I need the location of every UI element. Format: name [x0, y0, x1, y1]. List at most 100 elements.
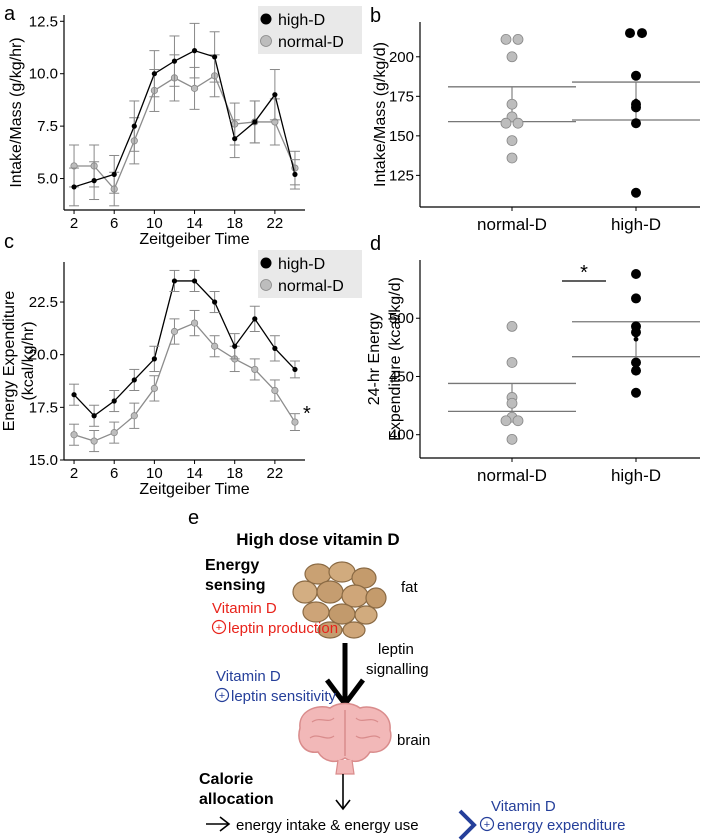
chart-c-point-high-d: [232, 343, 238, 349]
chart-d-category-label-normal-d: normal-D: [477, 466, 547, 485]
down-arrow-icon-small: [335, 774, 351, 811]
chart-c-legend-bg: [258, 250, 362, 298]
chart-a-point-normal-d: [190, 84, 199, 92]
fat-cells-icon: [292, 561, 387, 639]
panel-label-b: b: [370, 5, 381, 27]
vitamin-d-blue-label-2: Vitamin D: [491, 798, 556, 815]
chart-c-point-high-d: [91, 413, 97, 419]
chart-a-series-line-high-d: [73, 49, 296, 188]
chart-b-point-high-d: [625, 28, 635, 39]
chart-c-point-high-d: [252, 316, 258, 322]
chart-c-legend-label-high-d: high-D: [278, 256, 325, 273]
chart-b-point-normal-d: [506, 51, 518, 63]
right-arrow-icon: [206, 816, 231, 832]
chart-c-y-tick-label: 15.0: [29, 452, 58, 469]
chart-c-y-axis-title-line1: Energy Expenditure: [1, 291, 18, 432]
chart-c-y-tick-label: 17.5: [29, 399, 58, 416]
chart-b-y-tick-label: 150: [389, 128, 414, 145]
chart-b-point-high-d: [631, 102, 641, 113]
chart-c-series-line-normal-d: [73, 322, 296, 442]
chart-b-category-label-normal-d: normal-D: [477, 215, 547, 234]
schematic-vitamin-d: High dose vitamin D Energy sensing fat V…: [199, 530, 625, 840]
schematic-title: High dose vitamin D: [236, 530, 399, 549]
chart-c-point-normal-d: [90, 437, 98, 445]
chart-c-x-tick-label: 6: [110, 465, 118, 482]
chart-c-y-tick-label: 20.0: [29, 347, 58, 364]
chart-c-point-high-d: [191, 278, 198, 284]
chart-c-point-high-d: [272, 345, 278, 351]
chart-c-x-tick-label: 22: [267, 465, 284, 482]
chart-a-y-tick-label: 12.5: [29, 13, 58, 30]
leptin-signalling-line2: signalling: [366, 661, 429, 678]
chart-d-y-tick-label: 500: [389, 310, 414, 327]
chart-a-legend-marker-normal-d: [260, 35, 272, 47]
chart-c-y-axis-title-line2: (kcal/kg/hr): [20, 321, 37, 400]
chart-c-point-normal-d: [130, 412, 138, 420]
energy-expenditure-label: energy expenditure: [497, 817, 625, 834]
leptin-signalling-line1: leptin: [378, 641, 414, 658]
chart-b-point-normal-d: [500, 117, 512, 129]
chart-b-point-normal-d: [512, 33, 524, 45]
chart-b-point-normal-d: [500, 33, 512, 45]
chart-b-y-tick-label: 175: [389, 88, 414, 105]
chart-d-point-normal-d: [506, 433, 518, 445]
chart-b-y-tick-label: 125: [389, 167, 414, 184]
chart-c-point-high-d: [171, 278, 178, 284]
chart-d-y-axis-title-line1: 24-hr Energy: [366, 313, 383, 406]
energy-intake-use-label: energy intake & energy use: [236, 817, 419, 834]
chart-a-legend-label-high-d: high-D: [278, 12, 325, 29]
chart-a-point-high-d: [272, 92, 278, 98]
chart-c-point-normal-d: [271, 386, 279, 395]
plus-circle-icon-blue-2: +: [479, 816, 495, 832]
chart-c-x-tick-label: 10: [146, 465, 163, 482]
calorie-allocation-line2: allocation: [199, 791, 274, 808]
chart-a-point-high-d: [232, 136, 238, 142]
plus-symbol-blue: +: [219, 690, 225, 702]
chart-a-intake-timecourse: 2 6 10 14 18 22 5.0 7.5 10.0 12.5 Zeitgeiber Time I…: [8, 6, 362, 248]
chart-b-category-label-high-d: high-D: [611, 215, 661, 234]
energy-sensing-line2: sensing: [205, 577, 265, 594]
chart-d-point-normal-d: [512, 415, 524, 427]
chart-c-y-tick-label: 22.5: [29, 294, 58, 311]
chart-a-point-high-d: [151, 71, 157, 77]
chart-a-point-high-d: [191, 48, 198, 54]
chevron-right-icon-blue: [458, 809, 477, 840]
chart-a-point-high-d: [131, 123, 137, 129]
chart-a-y-tick-label: 5.0: [37, 171, 58, 188]
panel-label-a: a: [4, 3, 16, 25]
chart-a-point-high-d: [212, 54, 218, 60]
chart-d-category-label-high-d: high-D: [611, 466, 661, 485]
chart-d-daily-energy: 400 450 500 24-hr Energy Expenditure (kcal/k…: [366, 260, 700, 485]
chart-b-point-normal-d: [506, 98, 518, 110]
plus-symbol-blue-2: +: [484, 819, 490, 831]
chart-c-x-tick-label: 18: [226, 465, 243, 482]
chart-d-point-high-d: [631, 357, 641, 368]
chart-a-legend-marker-high-d: [260, 13, 272, 25]
chart-b-point-normal-d: [506, 152, 518, 164]
chart-a-legend-bg: [258, 6, 362, 54]
chart-c-point-high-d: [151, 356, 157, 362]
chart-c-legend-label-normal-d: normal-D: [278, 278, 344, 295]
chart-c-x-tick-label: 2: [70, 465, 78, 482]
chart-a-y-tick-label: 7.5: [37, 118, 58, 135]
chart-d-significance-star: *: [580, 262, 588, 284]
chart-b-point-high-d: [631, 118, 641, 129]
chart-c-point-high-d: [212, 299, 218, 305]
vitamin-d-blue-label: Vitamin D: [216, 668, 281, 685]
chart-a-point-high-d: [252, 119, 258, 125]
chart-a-point-high-d: [292, 171, 298, 177]
chart-b-y-tick-label: 200: [389, 49, 414, 66]
chart-b-point-high-d: [631, 187, 641, 198]
chart-c-point-normal-d: [110, 429, 118, 437]
chart-a-point-high-d: [71, 184, 77, 190]
leptin-sensitivity-label: leptin sensitivity: [231, 688, 337, 705]
vitamin-d-red-label: Vitamin D: [212, 600, 277, 617]
chart-d-point-high-d: [631, 365, 641, 376]
chart-d-point-high-d: [631, 268, 641, 279]
energy-sensing-line1: Energy: [205, 557, 259, 574]
chart-a-x-axis-title: Zeitgeiber Time: [139, 231, 249, 248]
chart-d-point-normal-d: [506, 357, 518, 368]
chart-d-point-high-d: [631, 387, 641, 398]
chart-c-energy-timecourse: 2 6 10 14 18 22 15.0 17.5 20.0 22.5 Zeitgeiber Tim…: [1, 250, 362, 498]
